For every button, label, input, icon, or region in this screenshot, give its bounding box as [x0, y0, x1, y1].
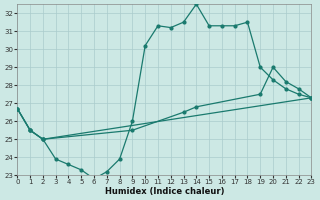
X-axis label: Humidex (Indice chaleur): Humidex (Indice chaleur)	[105, 187, 224, 196]
